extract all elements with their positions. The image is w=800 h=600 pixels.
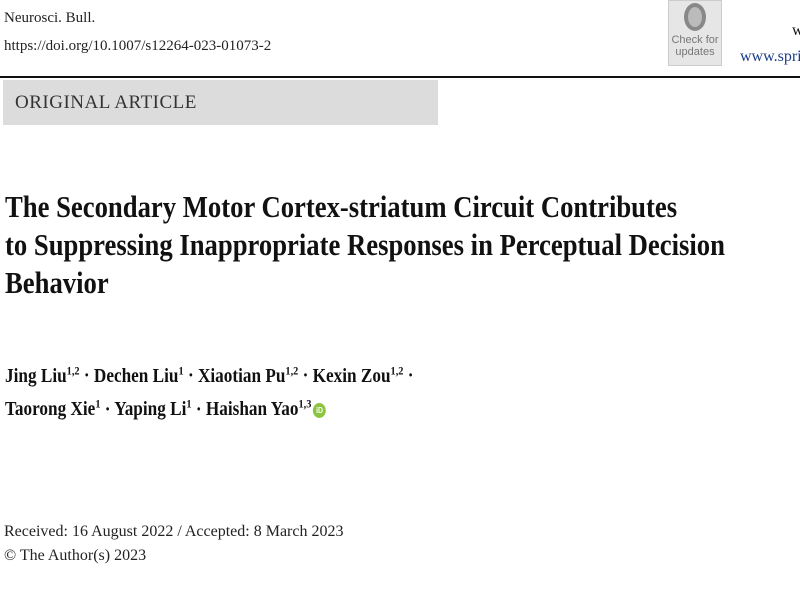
check-for-updates-button[interactable]: Check for updates: [668, 0, 722, 66]
article-dates: Received: 16 August 2022 / Accepted: 8 M…: [4, 520, 343, 568]
doi-link[interactable]: https://doi.org/10.1007/s12264-023-01073…: [4, 38, 272, 54]
article-title: The Secondary Motor Cortex-striatum Circ…: [5, 188, 725, 302]
article-type-banner: ORIGINAL ARTICLE: [3, 80, 438, 125]
author[interactable]: Jing Liu1,2: [5, 363, 80, 387]
copyright: © The Author(s) 2023: [4, 547, 147, 564]
bookmark-icon: [684, 3, 706, 31]
orcid-icon[interactable]: iD: [313, 403, 326, 419]
received-accepted: Received: 16 August 2022 / Accepted: 8 M…: [4, 523, 344, 540]
author[interactable]: Xiaotian Pu1,2: [197, 363, 299, 387]
author[interactable]: Yaping Li1: [114, 396, 192, 421]
title-line: to Suppressing Inappropriate Responses i…: [5, 227, 725, 262]
badge-text: Check for: [671, 34, 719, 46]
article-type: ORIGINAL ARTICLE: [15, 92, 197, 113]
author-list: Jing Liu1,2 · Dechen Liu1 · Xiaotian Pu1…: [5, 363, 414, 421]
title-line: Behavior: [5, 265, 109, 300]
author[interactable]: Dechen Liu1: [93, 363, 184, 387]
author[interactable]: Taorong Xie1: [5, 396, 101, 421]
header-rule: [0, 76, 800, 78]
publisher-link[interactable]: www.spri: [740, 48, 800, 65]
title-line: The Secondary Motor Cortex-striatum Circ…: [5, 189, 678, 224]
journal-name: Neurosci. Bull.: [4, 10, 96, 26]
author[interactable]: Kexin Zou1,2: [312, 363, 404, 387]
site-text-top: w: [792, 22, 800, 39]
author[interactable]: Haishan Yao1,3: [205, 396, 312, 421]
badge-text: updates: [675, 46, 715, 58]
